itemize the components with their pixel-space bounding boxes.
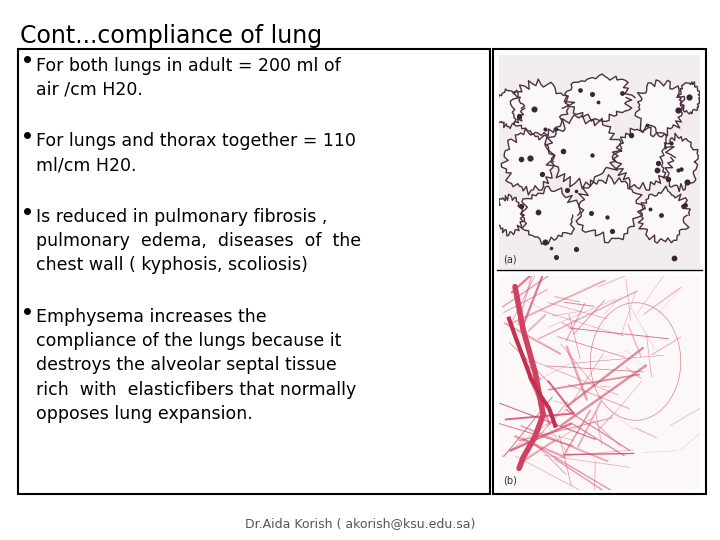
Bar — [493, 49, 706, 494]
Polygon shape — [679, 82, 701, 114]
Text: Is reduced in pulmonary fibrosis ,
pulmonary  edema,  diseases  of  the
chest wa: Is reduced in pulmonary fibrosis , pulmo… — [36, 208, 361, 274]
Polygon shape — [495, 194, 524, 236]
Polygon shape — [521, 186, 580, 244]
Polygon shape — [510, 79, 569, 136]
Polygon shape — [494, 89, 525, 129]
Text: (a): (a) — [503, 254, 517, 264]
Polygon shape — [576, 174, 645, 242]
Polygon shape — [564, 74, 635, 122]
Polygon shape — [501, 129, 554, 195]
Polygon shape — [635, 80, 685, 137]
Text: (b): (b) — [503, 475, 517, 485]
Polygon shape — [545, 115, 621, 188]
Text: For lungs and thorax together = 110
ml/cm H20.: For lungs and thorax together = 110 ml/c… — [36, 132, 356, 174]
Text: For both lungs in adult = 200 ml of
air /cm H20.: For both lungs in adult = 200 ml of air … — [36, 57, 341, 99]
Polygon shape — [613, 125, 675, 190]
Ellipse shape — [590, 302, 680, 420]
Text: Emphysema increases the
compliance of the lungs because it
destroys the alveolar: Emphysema increases the compliance of th… — [36, 308, 356, 423]
Polygon shape — [660, 133, 698, 192]
Text: Dr.Aida Korish ( akorish@ksu.edu.sa): Dr.Aida Korish ( akorish@ksu.edu.sa) — [245, 517, 475, 530]
Polygon shape — [639, 186, 690, 243]
Bar — [18, 49, 490, 494]
Text: Cont...compliance of lung: Cont...compliance of lung — [20, 24, 323, 48]
